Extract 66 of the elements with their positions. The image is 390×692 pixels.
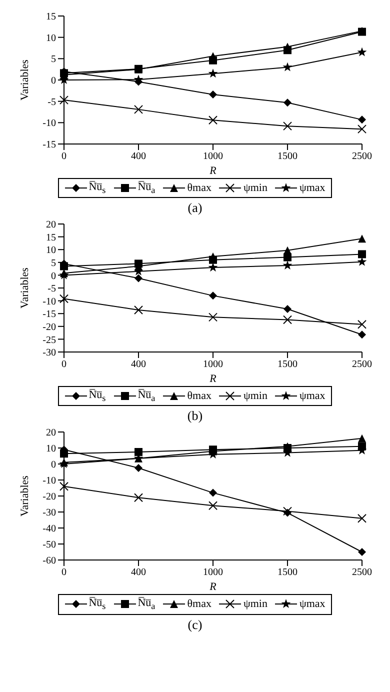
y-tick-label: 10 <box>46 32 56 44</box>
x-tick-label: 0 <box>62 151 66 162</box>
x-axis-title: R <box>208 373 217 386</box>
legend-label: N̅u̅$_{a}$ <box>138 597 156 612</box>
y-tick-label: -15 <box>42 309 56 320</box>
y-tick-label: 20 <box>46 428 56 439</box>
y-axis-title: Variables <box>18 476 31 517</box>
y-tick-label: -10 <box>42 118 56 130</box>
x-tick-label: 400 <box>131 359 146 370</box>
legend-label: ψmin <box>243 598 268 610</box>
x-tick-label: 1000 <box>203 359 223 370</box>
y-tick-label: -10 <box>42 476 56 487</box>
y-tick-label: 5 <box>51 258 56 270</box>
y-tick-label: -60 <box>42 556 56 567</box>
legend-label: ψmax <box>299 598 326 610</box>
x-axis-title: R <box>208 165 217 177</box>
x-tick-label: 400 <box>131 567 146 578</box>
y-axis-title: Variables <box>18 60 31 100</box>
text: (a) <box>186 200 204 216</box>
legend-label: ψmin <box>243 390 268 402</box>
legend-label: ψmax <box>299 182 326 194</box>
legend-label: θmax <box>187 598 212 610</box>
y-axis-title: Variables <box>18 268 31 309</box>
y-tick-label: -20 <box>42 322 56 334</box>
x-tick-label: 0 <box>62 567 66 578</box>
y-tick-label: 0 <box>51 270 56 282</box>
legend-label: N̅u̅$_{s}$ <box>88 389 106 404</box>
y-tick-label: 10 <box>46 444 56 455</box>
legend-label: ψmax <box>299 390 326 402</box>
y-tick-label: -20 <box>42 492 56 503</box>
legend-label: N̅u̅$_{a}$ <box>138 389 156 404</box>
x-tick-label: 400 <box>131 151 146 162</box>
y-tick-label: -25 <box>42 334 56 346</box>
y-tick-label: -40 <box>42 524 56 535</box>
legend-label: N̅u̅$_{a}$ <box>138 181 156 196</box>
y-tick-label: -10 <box>42 296 56 308</box>
x-tick-label: 1000 <box>203 151 223 162</box>
y-tick-label: -15 <box>42 140 56 151</box>
text: (c) <box>186 616 204 633</box>
x-tick-label: 0 <box>62 359 66 370</box>
y-tick-label: 0 <box>51 76 56 87</box>
x-tick-label: 1500 <box>278 567 298 578</box>
y-tick-label: -50 <box>42 540 56 551</box>
y-tick-label: -5 <box>48 284 56 295</box>
legend-label: θmax <box>187 390 212 402</box>
y-tick-label: -5 <box>48 96 56 108</box>
x-tick-label: 2500 <box>352 151 372 162</box>
y-tick-label: 20 <box>46 220 56 231</box>
x-tick-label: 2500 <box>352 359 372 370</box>
y-tick-label: 0 <box>51 460 56 471</box>
y-tick-label: 10 <box>46 245 56 256</box>
x-tick-label: 1000 <box>203 567 223 578</box>
y-tick-label: 5 <box>51 54 56 66</box>
y-tick-label: -30 <box>42 508 56 519</box>
legend-label: N̅u̅$_{s}$ <box>88 597 106 612</box>
x-tick-label: 2500 <box>352 567 372 578</box>
legend-label: θmax <box>187 182 212 194</box>
x-tick-label: 1500 <box>278 151 298 162</box>
text: (b) <box>186 408 204 424</box>
y-tick-label: -30 <box>42 348 56 359</box>
y-tick-label: 15 <box>46 12 56 23</box>
x-axis-title: R <box>208 581 217 594</box>
legend-label: N̅u̅$_{s}$ <box>88 181 106 196</box>
x-tick-label: 1500 <box>278 359 298 370</box>
y-tick-label: 15 <box>46 232 56 244</box>
legend-label: ψmin <box>243 182 268 194</box>
